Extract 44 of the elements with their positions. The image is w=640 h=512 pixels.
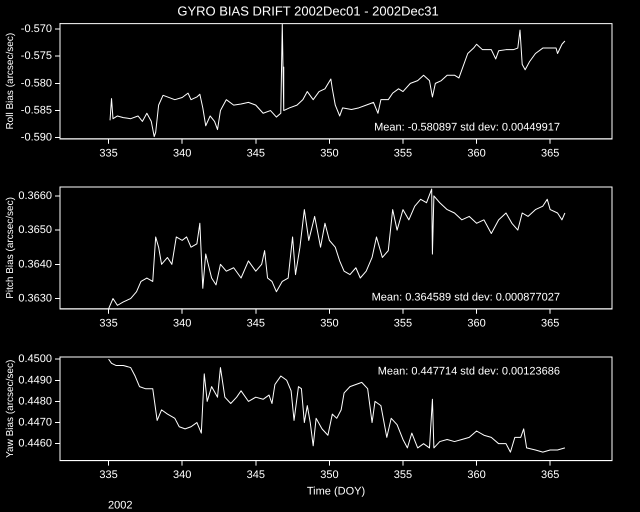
- x-tick-label: 350: [320, 469, 339, 482]
- x-tick-label: 340: [172, 317, 192, 330]
- x-tick-label: 350: [320, 147, 339, 160]
- x-tick-label: 365: [540, 317, 560, 330]
- x-tick-label: 335: [99, 469, 118, 482]
- y-axis-title: Yaw Bias (arcsec/sec): [4, 360, 16, 458]
- x-tick-label: 360: [467, 147, 486, 160]
- y-tick-label: -0.570: [20, 23, 52, 36]
- x-tick-label: 340: [172, 147, 192, 160]
- y-tick-label: -0.585: [20, 104, 52, 117]
- x-tick-label: 350: [320, 317, 339, 330]
- x-tick-label: 355: [394, 317, 412, 330]
- x-tick-label: 345: [246, 469, 265, 482]
- x-tick-label: 360: [467, 469, 486, 482]
- y-tick-label: -0.575: [20, 50, 52, 62]
- x-axis-title: Time (DOY): [306, 485, 366, 498]
- x-tick-label: 365: [540, 147, 560, 160]
- x-tick-label: 355: [394, 469, 412, 482]
- x-tick-label: 335: [99, 147, 118, 160]
- y-tick-label: -0.590: [20, 132, 52, 144]
- y-tick-label: 0.3660: [18, 190, 52, 202]
- annotation: Mean: 0.364589 std dev: 0.000877027: [372, 291, 560, 304]
- y-axis-title: Roll Bias (arcsec/sec): [4, 32, 16, 130]
- y-tick-label: 0.4460: [18, 438, 52, 450]
- x-tick-label: 345: [246, 147, 265, 160]
- y-axis-title: Pitch Bias (arcsec/sec): [4, 197, 16, 299]
- annotation: Mean: 0.447714 std dev: 0.00123686: [378, 366, 560, 378]
- x-tick-label: 340: [172, 469, 192, 482]
- x-tick-label: 365: [540, 469, 560, 482]
- y-tick-label: 0.3630: [18, 292, 52, 305]
- y-tick-label: 0.4480: [18, 395, 52, 408]
- y-tick-label: -0.580: [20, 77, 52, 90]
- x-tick-label: 360: [467, 317, 486, 330]
- y-tick-label: 0.4490: [18, 374, 52, 386]
- x-tick-label: 345: [246, 317, 265, 330]
- chart-title: GYRO BIAS DRIFT 2002Dec01 - 2002Dec31: [177, 3, 439, 18]
- x-tick-label: 335: [99, 317, 118, 330]
- y-tick-label: 0.4470: [18, 416, 52, 429]
- y-tick-label: 0.4500: [18, 353, 52, 366]
- y-tick-label: 0.3650: [18, 224, 52, 236]
- y-tick-label: 0.3640: [18, 258, 52, 270]
- text: 2002: [108, 500, 132, 512]
- annotation: Mean: -0.580897 std dev: 0.00449917: [374, 121, 560, 134]
- x-tick-label: 355: [394, 147, 412, 160]
